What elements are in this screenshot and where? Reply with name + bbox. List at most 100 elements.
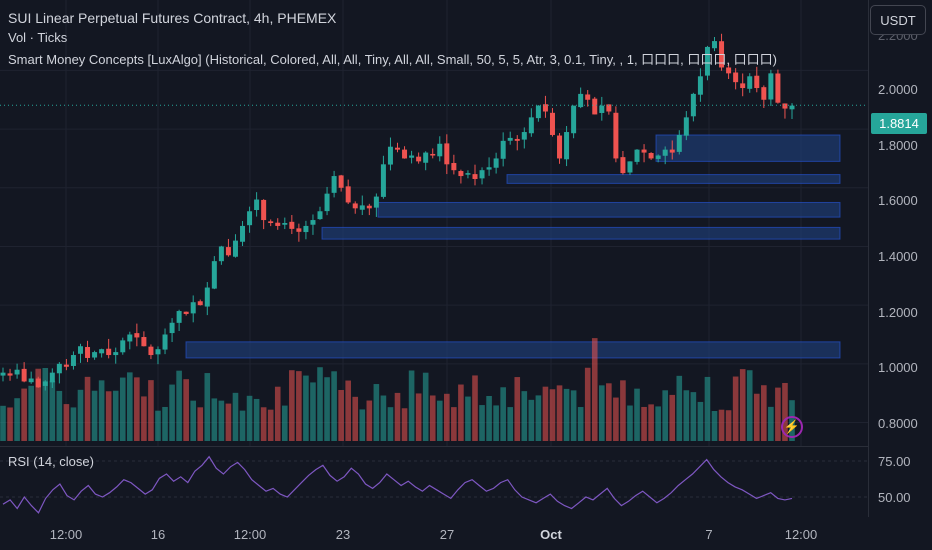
volume-bar	[155, 410, 161, 441]
volume-bar	[620, 380, 626, 441]
candle	[719, 41, 725, 68]
volume-bar	[436, 400, 443, 441]
candle	[232, 240, 238, 257]
volume-bar	[768, 406, 774, 441]
volume-bar	[112, 390, 119, 441]
candle	[740, 83, 746, 89]
candle	[613, 112, 619, 159]
volume-bar	[204, 373, 211, 441]
volume-bar	[415, 393, 422, 441]
volume-bar	[648, 404, 654, 441]
volume-bar	[429, 395, 436, 441]
candle	[63, 364, 69, 367]
order-block-zone	[377, 201, 841, 218]
candle	[70, 355, 76, 366]
candle	[99, 349, 105, 354]
candle	[564, 132, 570, 160]
candle	[416, 156, 422, 162]
volume-legend[interactable]: Vol · Ticks	[8, 30, 68, 45]
time-label: 16	[150, 527, 166, 542]
time-label: Oct	[540, 527, 562, 542]
volume-bar	[91, 390, 98, 441]
smc-indicator-legend[interactable]: Smart Money Concepts [LuxAlgo] (Historic…	[8, 52, 777, 67]
volume-bar	[613, 397, 619, 441]
candle	[557, 135, 563, 159]
volume-bar	[387, 407, 394, 441]
candle	[162, 334, 168, 350]
volume-bar	[246, 395, 253, 441]
alert-button[interactable]: ⚡	[781, 416, 803, 438]
candle	[120, 340, 126, 353]
candle	[535, 105, 541, 119]
volume-bar	[641, 406, 647, 441]
volume-bar	[563, 388, 570, 441]
candle	[542, 104, 548, 112]
volume-bar	[775, 387, 781, 441]
volume-bar	[338, 389, 344, 441]
lightning-icon: ⚡	[783, 419, 801, 434]
candle	[134, 333, 140, 338]
candle	[183, 311, 189, 314]
volume-bar	[84, 376, 91, 441]
chart-title[interactable]: SUI Linear Perpetual Futures Contract, 4…	[8, 10, 337, 26]
volume-bar	[408, 370, 415, 441]
candle	[359, 205, 365, 210]
time-axis[interactable]	[0, 517, 868, 550]
volume-bar	[331, 371, 337, 441]
pane-separator[interactable]	[0, 446, 868, 447]
candle	[789, 105, 795, 110]
volume-bar	[77, 389, 84, 441]
candle	[275, 222, 281, 226]
rsi-pane[interactable]	[0, 447, 932, 517]
last-price-label: 1.8814	[871, 113, 927, 134]
volume-bar	[549, 389, 556, 441]
order-block-zone	[506, 174, 841, 184]
rsi-legend[interactable]: RSI (14, close)	[8, 454, 94, 469]
volume-bar	[507, 407, 514, 441]
volume-bar	[725, 410, 732, 441]
time-label: 7	[705, 527, 713, 542]
volume-bar	[197, 407, 204, 441]
candle	[409, 155, 415, 158]
candlestick-chart[interactable]	[0, 0, 932, 446]
candle	[571, 105, 577, 134]
currency-button[interactable]: USDT	[870, 5, 926, 35]
candle	[303, 225, 309, 233]
candle	[514, 138, 520, 141]
volume-bar	[296, 371, 302, 441]
volume-bar	[56, 390, 63, 441]
candle	[782, 103, 788, 109]
volume-bar	[218, 400, 225, 441]
volume-bar	[528, 399, 535, 441]
volume-bar	[451, 407, 457, 441]
volume-bar	[683, 390, 690, 441]
grid	[0, 0, 868, 446]
candle	[85, 347, 91, 358]
price-label: 1.8000	[878, 138, 918, 153]
price-label: 1.0000	[878, 360, 918, 375]
volume-bar	[500, 387, 506, 441]
volume-bar	[697, 401, 704, 441]
volume-bar	[303, 375, 309, 441]
candle	[747, 76, 753, 89]
candle	[402, 149, 408, 159]
volume-bar	[169, 384, 175, 441]
rsi-label: 75.00	[878, 454, 911, 469]
candle	[282, 223, 288, 225]
candle	[430, 153, 436, 156]
volume-bar	[352, 396, 359, 441]
volume-bar	[690, 392, 697, 441]
candle	[261, 199, 267, 221]
candle	[197, 301, 203, 306]
volume-bar	[584, 367, 591, 441]
volume-bar	[42, 367, 49, 441]
volume-bar	[761, 385, 767, 441]
candle	[254, 199, 260, 211]
price-label: 0.8000	[878, 416, 918, 431]
volume-bar	[176, 370, 182, 441]
candle	[690, 93, 696, 117]
rsi-chart[interactable]	[0, 447, 932, 517]
volume-bar	[190, 400, 197, 441]
candle	[176, 311, 182, 323]
main-chart-pane[interactable]	[0, 0, 932, 446]
